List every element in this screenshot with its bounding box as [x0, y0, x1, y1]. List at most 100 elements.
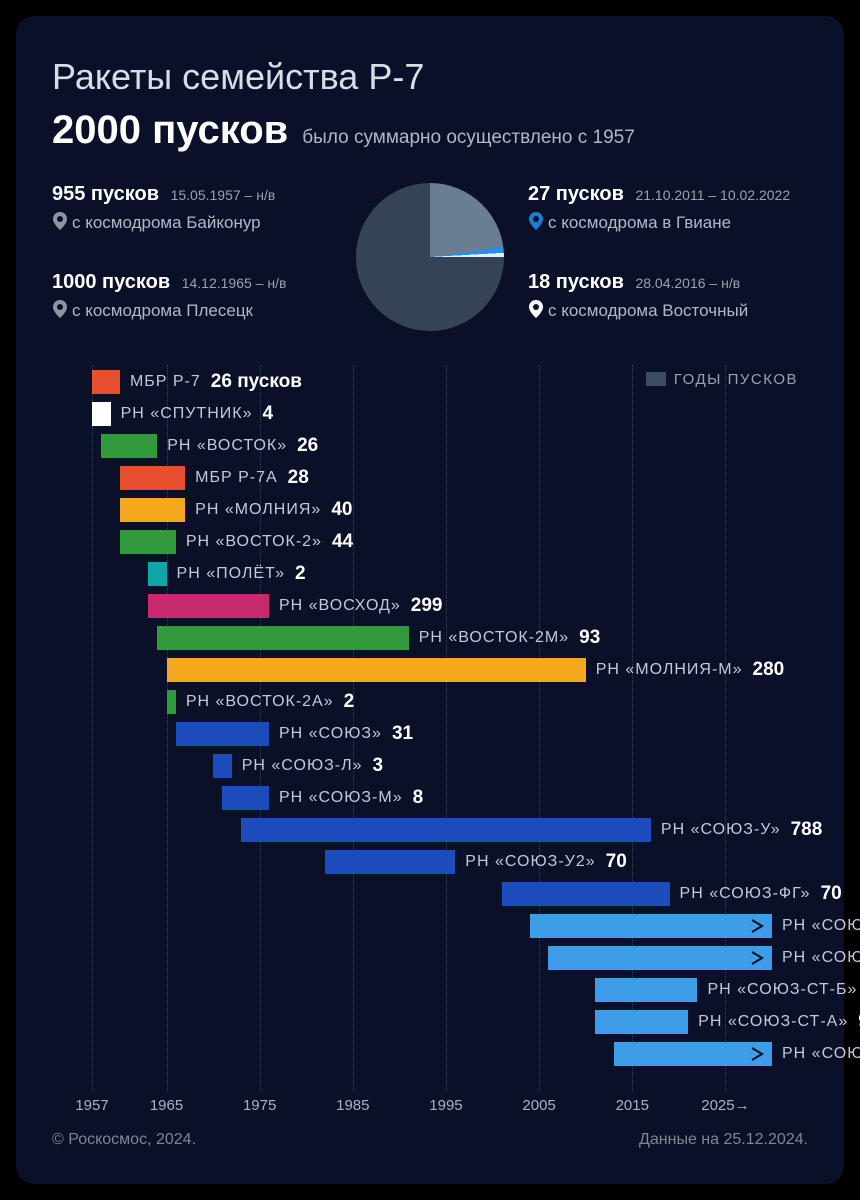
bar [148, 594, 269, 618]
launch-count: 26 [297, 435, 318, 457]
row-label: РН «ВОСТОК-2»44 [186, 530, 353, 554]
map-pin-icon [52, 212, 68, 233]
timeline-row: РН «МОЛНИЯ-М» 280 [52, 655, 808, 687]
rocket-name: РН «СОЮЗ-СТ-А» [698, 1013, 848, 1031]
timeline-row: РН «ВОСХОД»299 [52, 591, 808, 623]
launch-sites-grid: 955 пусков 15.05.1957 – н/вс космодрома … [52, 183, 808, 331]
timeline-row: РН «СОЮЗ-2.1А»73 [52, 911, 808, 943]
timeline-row: РН «ВОСТОК-2»44 [52, 527, 808, 559]
launch-count: 28 [288, 467, 309, 489]
site-dates: 28.04.2016 – н/в [635, 275, 740, 291]
timeline-row: РН «ВОСТОК»26 [52, 431, 808, 463]
bar [148, 562, 167, 586]
headline-tail: было суммарно осуществлено с 1957 [302, 127, 635, 149]
timeline-row: РН «СОЮЗ-2.1Б»74 [52, 943, 808, 975]
site-count: 27 пусков 21.10.2011 – 10.02.2022 [528, 183, 808, 206]
rocket-name: РН «ПОЛЁТ» [177, 565, 285, 583]
bar [167, 658, 586, 682]
timeline-chart: ГОДЫ ПУСКОВ МБР Р-726 пусковРН «СПУТНИК»… [52, 365, 808, 1125]
infographic-card: Ракеты семейства Р-7 2000 пусков было су… [16, 16, 844, 1184]
x-tick: 1957 [75, 1097, 108, 1114]
timeline-row: МБР Р-7 26 пусков [52, 367, 808, 399]
rocket-name: РН «СОЮЗ» [279, 725, 382, 743]
rocket-name: МБР Р-7 [130, 373, 201, 391]
timeline-row: РН «ВОСТОК-2А»2 [52, 687, 808, 719]
launch-count: 93 [579, 627, 600, 649]
footer: © Роскосмос, 2024. Данные на 25.12.2024. [52, 1131, 808, 1149]
rocket-name: МБР Р-7А [195, 469, 278, 487]
map-pin-icon [528, 212, 544, 233]
rocket-name: РН «СОЮЗ-У» [661, 821, 781, 839]
launch-count: 70 [606, 851, 627, 873]
site-place: с космодрома Восточный [528, 300, 808, 321]
x-tick: 1965 [150, 1097, 183, 1114]
row-label: РН «СОЮЗ-М»8 [279, 786, 423, 810]
bar [213, 754, 232, 778]
bar [502, 882, 670, 906]
bar [614, 1042, 772, 1066]
timeline-row: РН «СОЮЗ»31 [52, 719, 808, 751]
bar [595, 978, 697, 1002]
rocket-name: РН «СПУТНИК» [121, 405, 253, 423]
row-label: РН «ПОЛЁТ» 2 [177, 562, 306, 586]
launch-count: 280 [753, 659, 785, 681]
bar [92, 370, 120, 394]
x-tick: 2015 [616, 1097, 649, 1114]
launch-site: 27 пусков 21.10.2011 – 10.02.2022с космо… [524, 183, 808, 233]
map-pin-icon [52, 300, 68, 321]
launch-site: 1000 пусков 14.12.1965 – н/вс космодрома… [52, 271, 336, 321]
rocket-name: РН «СОЮЗ-2.1В» [782, 1045, 860, 1063]
row-label: РН «СОЮЗ-У2» 70 [465, 850, 626, 874]
rocket-name: РН «СОЮЗ-У2» [465, 853, 595, 871]
timeline-row: РН «СОЮЗ-У2» 70 [52, 847, 808, 879]
rocket-name: РН «ВОСХОД» [279, 597, 401, 615]
row-label: РН «СОЮЗ-Л»3 [242, 754, 383, 778]
timeline-row: РН «МОЛНИЯ» 40 [52, 495, 808, 527]
launch-count: 26 пусков [211, 371, 302, 393]
timeline-row: РН «СПУТНИК» 4 [52, 399, 808, 431]
rocket-name: РН «МОЛНИЯ-М» [596, 661, 743, 679]
launch-count: 3 [373, 755, 384, 777]
rocket-name: РН «МОЛНИЯ» [195, 501, 321, 519]
rocket-name: РН «ВОСТОК-2» [186, 533, 322, 551]
row-label: РН «МОЛНИЯ» 40 [195, 498, 352, 522]
site-place: с космодрома Плесецк [52, 300, 336, 321]
launch-count: 4 [262, 403, 273, 425]
bar [120, 530, 176, 554]
row-label: РН «ВОСТОК»26 [167, 434, 318, 458]
timeline-row: РН «ВОСТОК-2М» 93 [52, 623, 808, 655]
x-tick: 1995 [429, 1097, 462, 1114]
bar [176, 722, 269, 746]
bar [595, 1010, 688, 1034]
row-label: РН «ВОСХОД»299 [279, 594, 442, 618]
launch-site: 18 пусков 28.04.2016 – н/вс космодрома В… [524, 271, 808, 321]
site-dates: 15.05.1957 – н/в [171, 187, 276, 203]
launch-count: 40 [331, 499, 352, 521]
rocket-name: РН «СОЮЗ-СТ-Б» [707, 981, 857, 999]
rocket-name: РН «СОЮЗ-2.1Б» [782, 949, 860, 967]
bar [548, 946, 772, 970]
copyright: © Роскосмос, 2024. [52, 1131, 196, 1149]
headline: 2000 пусков было суммарно осуществлено с… [52, 108, 808, 153]
launch-count: 788 [791, 819, 823, 841]
bar [325, 850, 455, 874]
rocket-name: РН «СОЮЗ-2.1А» [782, 917, 860, 935]
row-label: РН «МОЛНИЯ-М» 280 [596, 658, 785, 682]
row-label: РН «СОЮЗ-2.1В»12 [782, 1042, 860, 1066]
timeline-row: РН «СОЮЗ-СТ-А»9 [52, 1007, 808, 1039]
bar [157, 626, 409, 650]
pie-chart [356, 183, 504, 331]
x-tick: 1975 [243, 1097, 276, 1114]
bar [241, 818, 651, 842]
launch-count: 2 [295, 563, 306, 585]
row-label: РН «СПУТНИК» 4 [121, 402, 273, 426]
launch-count: 70 [821, 883, 842, 905]
rocket-name: РН «СОЮЗ-М» [279, 789, 403, 807]
launch-site: 955 пусков 15.05.1957 – н/вс космодрома … [52, 183, 336, 233]
rocket-name: РН «ВОСТОК-2А» [186, 693, 334, 711]
timeline-row: РН «СОЮЗ-2.1В»12 [52, 1039, 808, 1071]
rocket-name: РН «ВОСТОК-2М» [419, 629, 569, 647]
page-title: Ракеты семейства Р-7 [52, 56, 808, 98]
row-label: РН «СОЮЗ»31 [279, 722, 413, 746]
row-label: РН «СОЮЗ-ФГ»70 [680, 882, 842, 906]
